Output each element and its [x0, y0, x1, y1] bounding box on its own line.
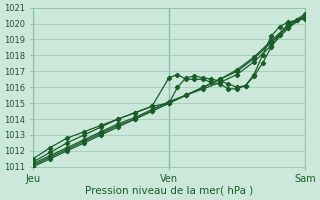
X-axis label: Pression niveau de la mer( hPa ): Pression niveau de la mer( hPa ) — [85, 186, 253, 196]
